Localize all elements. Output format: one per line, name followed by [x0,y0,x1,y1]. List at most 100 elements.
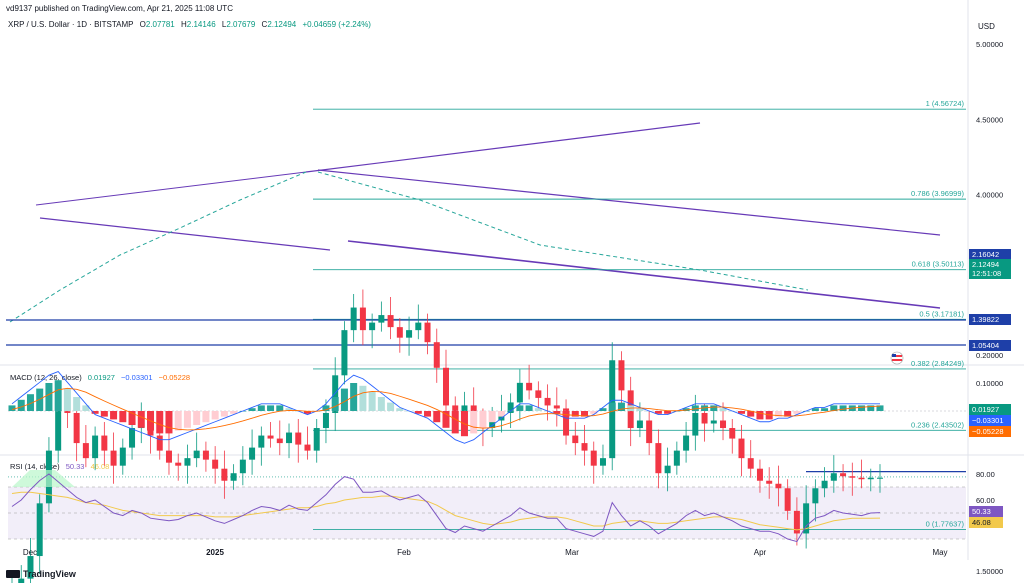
candle-body-31 [295,432,302,445]
rsi-ma-tag [969,517,1003,528]
channel-line-left [39,217,331,251]
candle-body-86 [803,503,810,534]
candle-body-87 [812,488,819,504]
rsi-ma-line [11,491,881,531]
candle-body-43 [406,330,413,338]
candle-body-3 [36,503,43,557]
candle-body-37 [350,307,357,331]
resistance-tag-text: 2.16042 [972,250,999,259]
rsi-band [8,487,966,539]
candle-body-91 [849,476,856,478]
candle-body-21 [202,450,209,460]
candle-body-46 [433,342,440,368]
macd-bar-44 [414,411,422,414]
channel-line-left-top [35,171,307,206]
resistance-tag [969,249,1011,260]
open-label: O [139,20,146,29]
macd-line [11,371,880,444]
candle-body-78 [729,428,736,439]
macd-bar-80 [747,411,755,417]
macd-bar-74 [691,405,699,411]
macd-bar-9 [91,411,99,414]
candle-body-81 [756,468,763,481]
macd-bar-7 [73,397,81,411]
candle-body-29 [276,438,283,444]
macd-bar-81 [756,411,764,420]
macd-bar-4 [45,383,53,411]
high-value: 2.14146 [186,20,216,29]
candle-body-69 [646,420,653,444]
macd-signal-tag-text: −0.03301 [972,416,1004,425]
macd-bar-40 [377,397,385,411]
tradingview-logo-icon [6,570,20,578]
candle-body-17 [165,450,172,463]
macd-bar-77 [719,408,727,411]
candle-body-10 [101,435,108,451]
candle-body-22 [212,459,219,469]
fib-label-0: 1 (4.56724) [926,99,965,108]
rsi-ma-legend: 46.08 [90,462,110,471]
macd-signal-legend: −0.03301 [121,373,153,382]
rsi-line [11,473,881,543]
candle-body-13 [129,428,136,448]
macd-bar-41 [387,402,395,411]
rsi-legend: RSI (14, close) 50.33 46.08 [10,462,109,471]
low-label: L [221,20,227,29]
candle-body-5 [55,402,62,451]
macd-bar-92 [858,405,866,411]
candle-body-36 [341,330,348,376]
us-flag-stripe2-icon [892,359,902,361]
macd-bar-24 [230,411,238,414]
date-tick-5: May [932,548,947,557]
macd-bar-0 [8,405,16,411]
macd-bar-27 [257,405,265,411]
candle-body-18 [175,462,182,466]
macd-hist-tag [969,404,1011,415]
macd-bar-64 [599,408,607,411]
candle-body-82 [766,480,773,484]
macd-bar-5 [54,380,62,411]
macd-bar-61 [571,411,579,417]
candle-body-77 [720,420,727,429]
date-tick-4: Apr [754,548,767,557]
price-tick-2: 4.00000 [976,191,1003,200]
fib-label-4: 0.382 (2.84249) [911,359,964,368]
candle-body-70 [655,443,662,474]
candle-body-44 [415,322,422,331]
candle-body-74 [692,412,699,436]
macd-bar-8 [82,405,90,411]
published-header: vd9137 published on TradingView.com, Apr… [6,4,233,13]
macd-bar-19 [183,411,191,428]
macd-bar-47 [442,411,450,428]
current-price-text: 2.12494 [972,260,999,269]
macd-tick-1: 0.10000 [976,379,1003,388]
candle-body-39 [369,322,376,331]
macd-bar-70 [654,411,662,414]
rsi-tick-1: 60.00 [976,496,995,505]
macd-bar-56 [525,405,533,411]
support2-tag-text: 1.05404 [972,341,999,350]
us-flag-stripe-icon [892,355,902,357]
candle-body-59 [553,405,560,409]
candle-body-42 [396,327,403,338]
macd-line-legend: −0.05228 [158,373,191,382]
macd-bar-87 [811,408,819,411]
candle-body-33 [313,428,320,451]
candle-body-34 [322,412,329,429]
candle-body-1 [18,578,25,583]
candle-body-68 [636,420,643,429]
candle-body-90 [840,473,847,477]
macd-bar-29 [276,405,284,411]
macd-bar-50 [470,411,478,434]
date-tick-2: Feb [397,548,411,557]
macd-bar-10 [100,411,108,417]
macd-bar-45 [424,411,432,417]
price-tick-1: 4.50000 [976,115,1003,124]
candle-body-93 [867,477,874,480]
macd-hist-legend: 0.01927 [87,373,115,382]
candle-body-54 [507,402,514,413]
rsi-value-tag-text: 50.33 [972,507,991,516]
candle-body-57 [535,390,542,398]
macd-bar-30 [285,408,293,411]
